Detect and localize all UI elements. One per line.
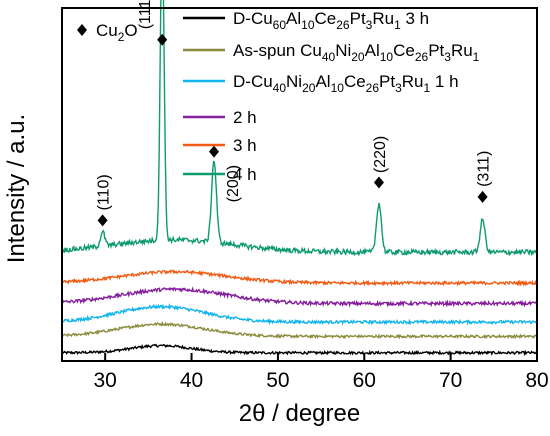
x-tick-label: 40 — [180, 369, 203, 392]
series-line-1 — [61, 320, 538, 340]
legend-label-3: 2 h — [233, 108, 257, 127]
peak-marker-2 — [209, 145, 219, 158]
series-line-3 — [61, 286, 538, 308]
peak-annotations: (110) (111) (200) (220) (311) — [96, 0, 493, 227]
peak-label-3: (220) — [372, 136, 389, 173]
series-layer — [61, 0, 538, 357]
plot-frame — [61, 7, 538, 362]
legend-label-4: 3 h — [233, 136, 257, 155]
legend-label-2: D-Cu40Ni20Al10Ce26Pt3Ru1 1 h — [233, 72, 459, 95]
series-line-0 — [61, 343, 538, 357]
peak-marker-1 — [157, 33, 168, 46]
y-axis-title: Intensity / a.u. — [3, 114, 30, 263]
peak-marker-0 — [97, 214, 108, 227]
peak-marker-3 — [373, 176, 384, 189]
x-tick-label: 70 — [439, 369, 462, 392]
legend-label-1: As-spun Cu40Ni20Al10Ce26Pt3Ru1 — [233, 41, 480, 64]
x-axis: 30 40 50 60 70 80 — [94, 353, 549, 392]
legend-label-cu2o: Cu2O — [96, 21, 138, 44]
x-tick-label: 50 — [266, 369, 289, 392]
peak-label-2: (200) — [225, 165, 242, 202]
peak-label-4: (311) — [476, 151, 493, 187]
legend: Cu2O D-Cu60Al10Ce26Pt3Ru1 3 h As-spun Cu40… — [77, 9, 480, 184]
peak-label-0: (110) — [96, 174, 113, 210]
legend-label-5: 4 h — [233, 165, 257, 184]
peak-label-1: (111) — [137, 0, 154, 29]
x-axis-title: 2θ / degree — [239, 400, 360, 427]
series-line-5 — [61, 0, 538, 257]
x-tick-label: 30 — [94, 369, 117, 392]
x-tick-label: 60 — [353, 369, 376, 392]
legend-marker-diamond — [77, 24, 87, 36]
series-line-4 — [61, 269, 538, 287]
x-tick-label: 80 — [525, 369, 548, 392]
legend-label-0: D-Cu60Al10Ce26Pt3Ru1 3 h — [233, 9, 429, 32]
peak-marker-4 — [477, 190, 488, 203]
series-line-2 — [61, 303, 537, 326]
